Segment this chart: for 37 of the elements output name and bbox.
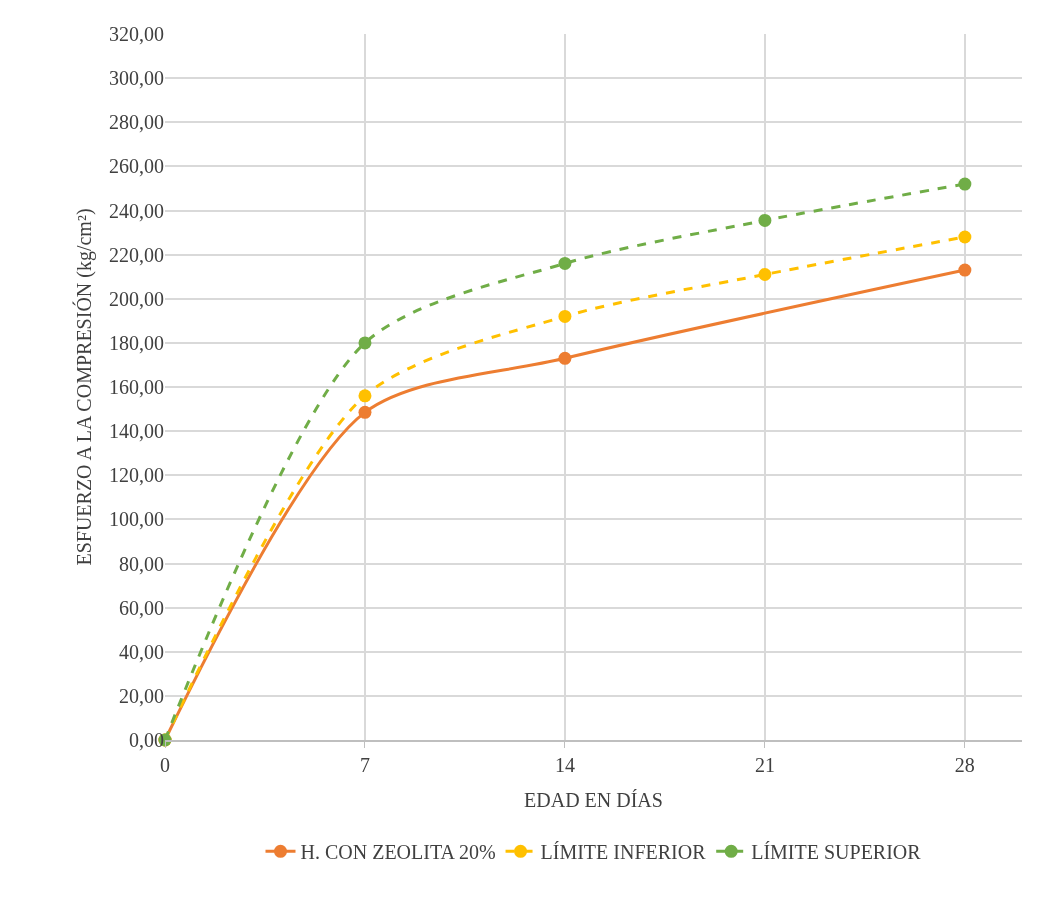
legend-label: H. CON ZEOLITA 20% <box>300 841 496 864</box>
y-tick-label: 260,00 <box>109 155 164 178</box>
y-axis-title: ESFUERZO A LA COMPRESIÓN (kg/cm²) <box>71 208 96 566</box>
legend-label: LÍMITE SUPERIOR <box>751 841 922 864</box>
point <box>958 230 972 244</box>
y-tick-label: 300,00 <box>109 67 164 90</box>
y-tick-label: 120,00 <box>109 464 164 487</box>
y-tick-label: 320,00 <box>109 23 164 45</box>
x-tick-label: 14 <box>554 753 575 776</box>
x-tick-label: 21 <box>754 753 775 776</box>
y-tick-label: 20,00 <box>119 684 164 707</box>
x-tick-label: 0 <box>160 753 170 776</box>
point <box>758 267 772 281</box>
y-tick-label: 180,00 <box>109 331 164 354</box>
y-tick-label: 80,00 <box>119 552 164 575</box>
point <box>558 351 572 365</box>
point <box>558 309 572 323</box>
y-tick-label: 160,00 <box>109 376 164 398</box>
y-tick-label: 200,00 <box>109 287 164 310</box>
point <box>958 263 972 277</box>
point <box>358 336 372 350</box>
legend-label: LÍMITE INFERIOR <box>540 841 707 864</box>
y-tick-label: 100,00 <box>109 508 164 531</box>
y-tick-label: 240,00 <box>109 199 164 222</box>
point <box>358 389 372 403</box>
y-tick-label: 220,00 <box>109 243 164 266</box>
y-tick-label: 280,00 <box>109 111 164 134</box>
y-tick-label: 60,00 <box>119 596 164 619</box>
x-tick-label: 7 <box>359 753 370 776</box>
x-tick-label: 28 <box>954 753 975 776</box>
y-tick-label: 40,00 <box>119 640 164 663</box>
point <box>758 213 772 227</box>
point <box>358 405 372 419</box>
y-tick-label: 140,00 <box>109 420 164 443</box>
point <box>958 177 972 191</box>
point <box>558 256 572 270</box>
x-axis-title: EDAD EN DÍAS <box>524 788 663 811</box>
